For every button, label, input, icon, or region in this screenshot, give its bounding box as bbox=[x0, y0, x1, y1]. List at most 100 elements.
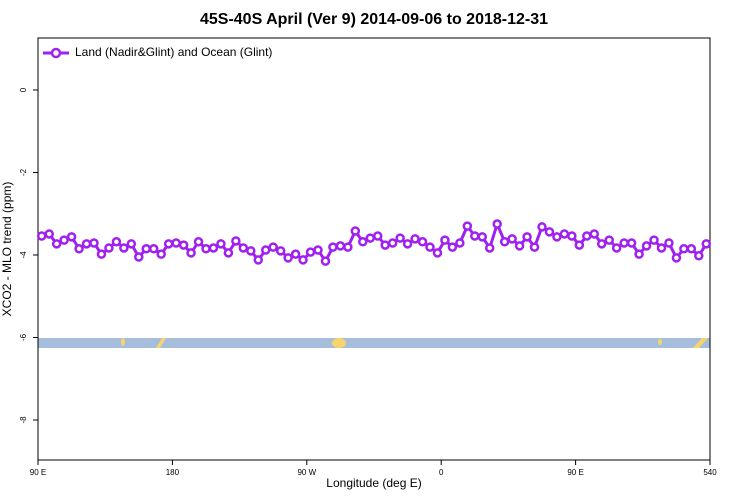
data-point bbox=[141, 244, 152, 254]
data-point bbox=[656, 243, 667, 253]
data-point bbox=[544, 227, 555, 237]
data-point bbox=[134, 252, 144, 262]
data-point bbox=[649, 235, 659, 245]
data-point bbox=[425, 242, 435, 252]
data-point bbox=[417, 237, 428, 247]
data-point bbox=[596, 239, 607, 249]
y-tick-label: -2 bbox=[19, 168, 28, 176]
data-point bbox=[66, 232, 77, 242]
chart-title: 45S-40S April (Ver 9) 2014-09-06 to 2018… bbox=[200, 11, 548, 28]
data-point bbox=[552, 232, 562, 242]
x-tick-label: 540 bbox=[703, 468, 717, 477]
data-point bbox=[275, 246, 286, 256]
data-point bbox=[96, 249, 107, 259]
data-point bbox=[126, 239, 137, 249]
data-point bbox=[604, 235, 614, 245]
data-point bbox=[178, 240, 189, 250]
data-point bbox=[365, 233, 376, 243]
data-point bbox=[372, 231, 383, 241]
data-point bbox=[208, 243, 219, 253]
data-point bbox=[507, 234, 517, 244]
data-point bbox=[641, 241, 652, 251]
data-point bbox=[231, 236, 241, 246]
data-point bbox=[328, 242, 338, 252]
data-point bbox=[313, 245, 323, 255]
x-tick-label: 90 E bbox=[567, 468, 583, 477]
x-axis-label: Longitude (deg E) bbox=[326, 476, 421, 490]
y-axis-label: XCO2 - MLO trend (ppm) bbox=[0, 182, 14, 317]
data-point bbox=[679, 244, 689, 254]
legend-label: Land (Nadir&Glint) and Ocean (Glint) bbox=[75, 45, 272, 59]
data-point bbox=[671, 253, 682, 263]
data-point bbox=[253, 255, 264, 265]
data-point bbox=[320, 256, 331, 266]
data-point bbox=[305, 247, 316, 257]
data-point bbox=[686, 244, 697, 254]
data-point bbox=[574, 240, 585, 250]
data-point bbox=[44, 229, 54, 239]
data-point bbox=[559, 229, 570, 239]
data-point bbox=[223, 248, 234, 258]
data-point bbox=[537, 222, 547, 232]
data-point bbox=[119, 243, 129, 253]
data-point bbox=[156, 249, 166, 259]
data-point bbox=[163, 239, 174, 249]
legend-marker bbox=[50, 47, 62, 59]
y-tick-label: 0 bbox=[19, 87, 28, 92]
data-point bbox=[74, 244, 84, 254]
data-point bbox=[298, 255, 308, 265]
y-tick-label: -6 bbox=[19, 333, 28, 341]
data-point bbox=[582, 231, 592, 241]
data-point bbox=[216, 239, 226, 249]
data-point bbox=[432, 248, 443, 258]
data-point bbox=[358, 237, 368, 247]
x-tick-label: 90 W bbox=[297, 468, 316, 477]
data-point bbox=[350, 226, 361, 236]
x-tick-label: 180 bbox=[166, 468, 180, 477]
data-point bbox=[395, 233, 405, 243]
y-tick-label: -4 bbox=[19, 251, 28, 259]
land-patch bbox=[156, 338, 166, 348]
data-point bbox=[611, 243, 622, 253]
data-point bbox=[619, 238, 629, 248]
data-point bbox=[51, 239, 62, 249]
data-point bbox=[260, 245, 271, 255]
data-point bbox=[290, 249, 301, 259]
data-point bbox=[499, 237, 510, 247]
data-point bbox=[343, 242, 353, 252]
data-point bbox=[484, 243, 495, 253]
data-point bbox=[104, 243, 114, 253]
data-point bbox=[522, 232, 532, 242]
data-point bbox=[492, 219, 502, 229]
data-point bbox=[89, 238, 99, 248]
data-point bbox=[171, 238, 181, 248]
data-point bbox=[514, 241, 525, 251]
data-point bbox=[589, 229, 600, 239]
data-point bbox=[626, 238, 637, 248]
data-point bbox=[410, 234, 420, 244]
data-point bbox=[81, 239, 92, 249]
data-point bbox=[477, 232, 488, 242]
data-point bbox=[186, 248, 196, 258]
data-point bbox=[455, 238, 465, 248]
data-point bbox=[440, 235, 450, 245]
data-point bbox=[246, 246, 256, 256]
data-point bbox=[59, 235, 69, 245]
data-point bbox=[567, 231, 577, 241]
data-point bbox=[529, 242, 540, 252]
data-point bbox=[447, 242, 458, 252]
data-point bbox=[634, 249, 644, 259]
x-tick-label: 90 E bbox=[30, 468, 46, 477]
data-point bbox=[268, 242, 278, 252]
land-patch bbox=[658, 339, 662, 345]
data-point bbox=[238, 243, 249, 253]
data-point bbox=[402, 239, 413, 249]
data-point bbox=[201, 244, 211, 254]
land-patch bbox=[121, 338, 125, 346]
land-patch bbox=[332, 338, 346, 348]
data-point bbox=[462, 221, 473, 231]
land-ocean-strip bbox=[38, 338, 710, 348]
data-point bbox=[380, 240, 390, 250]
x-tick-label: 0 bbox=[439, 468, 444, 477]
